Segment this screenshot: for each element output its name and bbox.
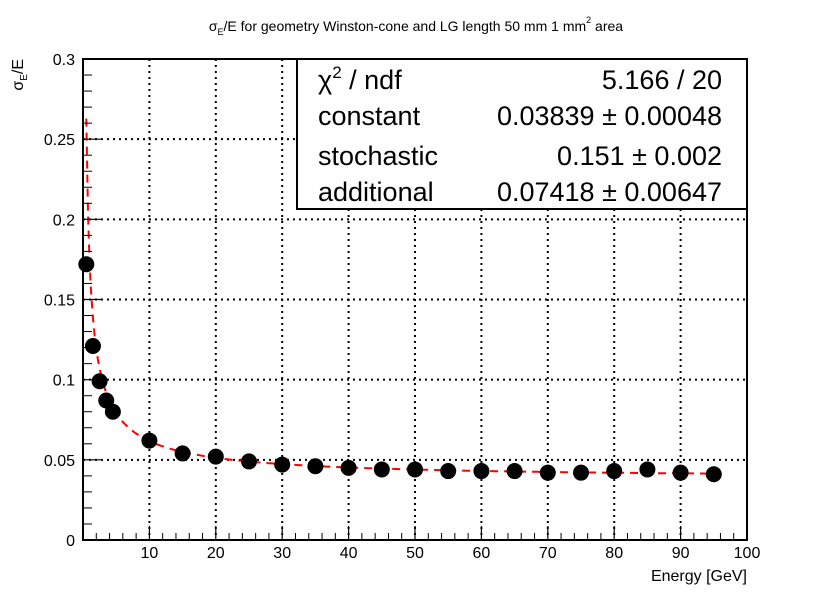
y-tick-label: 0.25 — [44, 132, 75, 149]
stats-stochastic-label: stochastic — [318, 141, 438, 171]
y-axis-label: σE/E — [10, 59, 30, 91]
y-tick-label: 0.05 — [44, 453, 75, 470]
ylabel-sigma: σ — [10, 81, 27, 91]
x-tick-label: 20 — [207, 545, 225, 562]
data-point — [573, 464, 589, 481]
x-tick-label: 30 — [273, 545, 291, 562]
ylabel-subscript: E — [19, 74, 30, 81]
chart-title: σE/E for geometry Winston-cone and LG le… — [209, 15, 623, 37]
x-tick-label: 50 — [406, 545, 424, 562]
x-axis-label: Energy [GeV] — [651, 568, 747, 585]
data-point — [539, 464, 556, 481]
x-tick-label: 90 — [672, 545, 690, 562]
data-point — [141, 432, 158, 449]
y-tick-label: 0 — [66, 533, 75, 550]
x-tick-label: 80 — [605, 545, 623, 562]
stats-additional-value: 0.07418 ± 0.00647 — [497, 177, 722, 207]
y-tick-label: 0.3 — [53, 52, 75, 69]
data-point — [241, 453, 257, 470]
data-point — [307, 458, 324, 475]
data-point — [373, 461, 390, 478]
data-point — [672, 464, 689, 481]
data-point — [705, 466, 722, 483]
y-tick-label: 0.1 — [53, 373, 75, 390]
data-point — [78, 256, 95, 273]
stats-chi2-label: χ2 / ndf — [318, 63, 402, 95]
ndf-text: / ndf — [342, 65, 403, 95]
y-tick-label: 0.15 — [44, 293, 75, 310]
data-point — [340, 459, 357, 476]
stats-chi2-value: 5.166 / 20 — [602, 65, 722, 95]
data-point — [174, 445, 191, 462]
stats-box: χ2 / ndf 5.166 / 20 constant 0.03839 ± 0… — [296, 58, 748, 210]
data-point — [407, 461, 423, 478]
data-point — [104, 403, 121, 420]
data-point — [506, 463, 523, 480]
tick-marks — [83, 58, 748, 541]
y-tick-labels: 0 0.05 0.1 0.15 0.2 0.25 0.3 — [44, 52, 75, 550]
data-point — [473, 463, 490, 480]
title-subscript: E — [218, 27, 224, 37]
x-tick-label: 70 — [539, 545, 557, 562]
data-point — [91, 373, 108, 390]
title-sigma: σ — [209, 18, 218, 34]
y-tick-label: 0.2 — [53, 212, 75, 229]
data-point — [207, 448, 224, 465]
x-tick-labels: 10 20 30 40 50 60 70 80 90 100 — [141, 545, 761, 562]
data-point — [440, 463, 457, 480]
data-point — [639, 461, 656, 478]
chi-symbol: χ — [318, 65, 332, 95]
title-text: /E for geometry Winston-cone and LG leng… — [224, 18, 587, 34]
data-point — [274, 456, 291, 473]
x-tick-label: 10 — [141, 545, 159, 562]
stats-constant-value: 0.03839 ± 0.00048 — [497, 101, 722, 131]
title-tail: area — [591, 18, 623, 34]
data-points — [78, 256, 722, 483]
x-tick-label: 100 — [734, 545, 761, 562]
x-tick-label: 40 — [340, 545, 358, 562]
x-tick-label: 60 — [473, 545, 491, 562]
stats-stochastic-value: 0.151 ± 0.002 — [557, 141, 722, 171]
stats-additional-label: additional — [318, 177, 434, 207]
stats-constant-label: constant — [318, 101, 421, 131]
ylabel-text: /E — [10, 59, 27, 74]
chi-superscript: 2 — [332, 63, 341, 82]
data-point — [84, 337, 101, 354]
title-superscript: 2 — [586, 15, 591, 25]
data-point — [606, 463, 623, 480]
stats-box-frame — [296, 58, 748, 210]
